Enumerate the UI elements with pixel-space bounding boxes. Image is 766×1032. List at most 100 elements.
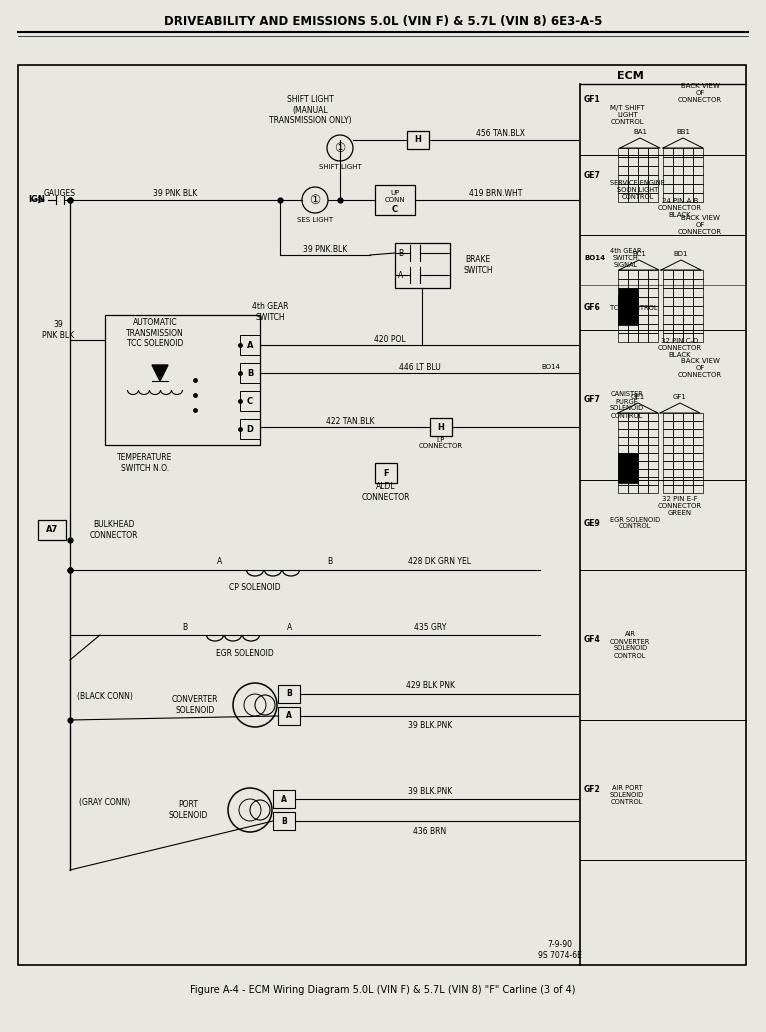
Text: 428 DK GRN YEL: 428 DK GRN YEL: [408, 557, 472, 567]
Text: PORT
SOLENOID: PORT SOLENOID: [169, 800, 208, 819]
Bar: [683, 297, 693, 307]
Bar: [240, 335, 260, 355]
Text: ①: ①: [335, 141, 345, 155]
Bar: [673, 166, 683, 175]
Text: 4th GEAR
SWITCH
SIGNAL: 4th GEAR SWITCH SIGNAL: [610, 248, 642, 268]
Bar: [628, 184, 638, 193]
Text: 32 PIN E-F
CONNECTOR
GREEN: 32 PIN E-F CONNECTOR GREEN: [658, 496, 702, 516]
Bar: [648, 477, 658, 485]
Bar: [673, 437, 683, 445]
Bar: [673, 307, 683, 315]
Bar: [628, 453, 638, 461]
Bar: [648, 333, 658, 342]
Bar: [673, 175, 683, 184]
Bar: [638, 184, 648, 193]
Bar: [618, 453, 638, 483]
Text: D: D: [247, 424, 254, 433]
Bar: [648, 307, 658, 315]
Bar: [628, 270, 638, 279]
Bar: [683, 429, 693, 437]
Text: EGR SOLENOID: EGR SOLENOID: [216, 648, 274, 657]
Bar: [693, 324, 703, 333]
Bar: [693, 429, 703, 437]
Bar: [663, 184, 673, 193]
Text: TEMPERATURE
SWITCH N.O.: TEMPERATURE SWITCH N.O.: [117, 453, 172, 473]
Bar: [618, 166, 628, 175]
Bar: [638, 413, 648, 421]
Bar: [628, 421, 638, 429]
Bar: [638, 307, 648, 315]
Bar: [648, 324, 658, 333]
Bar: [683, 324, 693, 333]
Bar: [663, 166, 673, 175]
Text: 446 LT BLU: 446 LT BLU: [399, 362, 441, 372]
Bar: [648, 157, 658, 166]
Bar: [673, 469, 683, 477]
Bar: [648, 453, 658, 461]
Text: A: A: [247, 341, 254, 350]
Bar: [638, 429, 648, 437]
Bar: [628, 166, 638, 175]
Bar: [673, 270, 683, 279]
Bar: [628, 333, 638, 342]
Bar: [683, 279, 693, 288]
Text: M/T SHIFT
LIGHT
CONTROL: M/T SHIFT LIGHT CONTROL: [610, 105, 645, 125]
Bar: [673, 485, 683, 493]
Bar: [663, 437, 673, 445]
Bar: [638, 445, 648, 453]
Bar: [693, 461, 703, 469]
Text: AIR PORT
SOLENOID
CONTROL: AIR PORT SOLENOID CONTROL: [610, 785, 644, 805]
Text: H: H: [414, 135, 421, 144]
Bar: [638, 297, 648, 307]
Bar: [278, 685, 300, 703]
Bar: [663, 421, 673, 429]
Text: H: H: [437, 422, 444, 431]
Bar: [693, 333, 703, 342]
Bar: [618, 193, 628, 202]
Bar: [663, 469, 673, 477]
Bar: [648, 270, 658, 279]
Bar: [618, 429, 628, 437]
Bar: [628, 297, 638, 307]
Text: CP SOLENOID: CP SOLENOID: [229, 583, 281, 592]
Text: 419 BRN.WHT: 419 BRN.WHT: [470, 190, 522, 198]
Text: 4th GEAR
SWITCH: 4th GEAR SWITCH: [252, 302, 288, 322]
Text: B: B: [286, 689, 292, 699]
Text: C: C: [392, 205, 398, 215]
Bar: [648, 166, 658, 175]
Bar: [648, 445, 658, 453]
Text: 435 GRY: 435 GRY: [414, 622, 446, 632]
Bar: [683, 445, 693, 453]
Bar: [673, 429, 683, 437]
Bar: [618, 315, 628, 324]
Bar: [683, 453, 693, 461]
Bar: [693, 297, 703, 307]
Text: A7: A7: [46, 525, 58, 535]
Bar: [618, 413, 628, 421]
Bar: [638, 453, 648, 461]
Text: CONN: CONN: [385, 197, 405, 203]
Text: 456 TAN.BLX: 456 TAN.BLX: [476, 129, 525, 138]
Bar: [683, 469, 693, 477]
Bar: [638, 166, 648, 175]
Bar: [648, 193, 658, 202]
Text: CANISTER
PURGE
SOLENOID
CONTROL: CANISTER PURGE SOLENOID CONTROL: [610, 391, 644, 419]
Bar: [663, 413, 673, 421]
Bar: [663, 453, 673, 461]
Text: 32 PIN C-D
CONNECTOR
BLACK: 32 PIN C-D CONNECTOR BLACK: [658, 338, 702, 358]
Bar: [618, 279, 628, 288]
Bar: [638, 279, 648, 288]
Text: GE9: GE9: [584, 518, 601, 527]
Bar: [683, 193, 693, 202]
Bar: [628, 193, 638, 202]
Text: EGR SOLENOID
CONTROL: EGR SOLENOID CONTROL: [610, 516, 660, 529]
Text: B: B: [327, 557, 332, 567]
Bar: [683, 461, 693, 469]
Bar: [618, 324, 628, 333]
Bar: [628, 324, 638, 333]
Bar: [663, 157, 673, 166]
Bar: [663, 288, 673, 297]
Text: GE7: GE7: [584, 170, 601, 180]
Text: I.P
CONNECTOR: I.P CONNECTOR: [419, 437, 463, 450]
Bar: [648, 184, 658, 193]
